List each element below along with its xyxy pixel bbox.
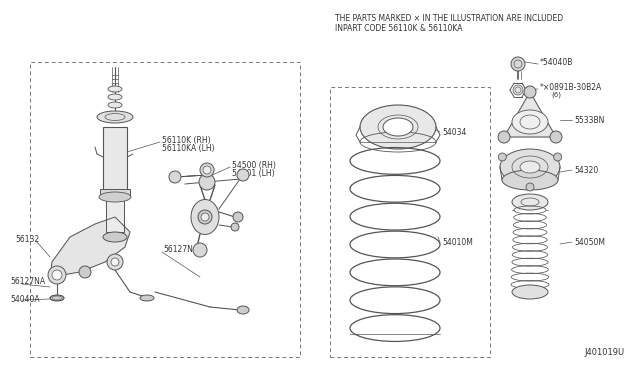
Ellipse shape	[108, 102, 122, 108]
Ellipse shape	[500, 149, 560, 185]
Ellipse shape	[99, 192, 131, 202]
Circle shape	[111, 258, 119, 266]
Circle shape	[199, 174, 215, 190]
Circle shape	[554, 153, 562, 161]
Ellipse shape	[97, 111, 133, 123]
Circle shape	[237, 169, 249, 181]
Text: INPART CODE 56110K & 56110KA: INPART CODE 56110K & 56110KA	[335, 23, 463, 32]
Ellipse shape	[108, 86, 122, 92]
Circle shape	[498, 131, 510, 143]
Circle shape	[499, 153, 506, 161]
Polygon shape	[504, 92, 556, 137]
Text: 54500 (RH): 54500 (RH)	[232, 160, 276, 170]
Circle shape	[48, 266, 66, 284]
Ellipse shape	[237, 306, 249, 314]
Text: THE PARTS MARKED × IN THE ILLUSTRATION ARE INCLUDED: THE PARTS MARKED × IN THE ILLUSTRATION A…	[335, 13, 563, 22]
Circle shape	[233, 212, 243, 222]
Text: 56127N: 56127N	[163, 246, 193, 254]
Bar	[100, 189, 130, 197]
Bar	[30, 62, 300, 357]
Circle shape	[107, 254, 123, 270]
Ellipse shape	[520, 161, 540, 173]
Ellipse shape	[191, 199, 219, 234]
Text: 54034: 54034	[442, 128, 467, 137]
Circle shape	[550, 131, 562, 143]
Text: 5533BN: 5533BN	[574, 115, 604, 125]
Ellipse shape	[512, 110, 548, 134]
Ellipse shape	[512, 194, 548, 210]
Text: 54320: 54320	[574, 166, 598, 174]
Ellipse shape	[512, 285, 548, 299]
Text: 56110KA (LH): 56110KA (LH)	[162, 144, 214, 153]
Circle shape	[169, 171, 181, 183]
Bar	[103, 127, 127, 192]
Text: 54501 (LH): 54501 (LH)	[232, 169, 275, 177]
Circle shape	[52, 270, 62, 280]
Circle shape	[193, 243, 207, 257]
Polygon shape	[50, 217, 130, 277]
Ellipse shape	[383, 118, 413, 136]
Text: J401019U: J401019U	[585, 348, 625, 357]
Text: 54050M: 54050M	[574, 237, 605, 247]
Circle shape	[201, 213, 209, 221]
Text: *54040B: *54040B	[540, 58, 573, 67]
Text: (6): (6)	[551, 92, 561, 98]
Circle shape	[526, 183, 534, 191]
Bar	[330, 87, 490, 357]
Circle shape	[79, 266, 91, 278]
Bar	[106, 195, 124, 232]
Circle shape	[203, 166, 211, 174]
Text: 56132: 56132	[15, 234, 39, 244]
Circle shape	[511, 57, 525, 71]
Text: 54010M: 54010M	[442, 237, 473, 247]
Ellipse shape	[108, 94, 122, 100]
Text: 54040A: 54040A	[10, 295, 40, 305]
Circle shape	[200, 163, 214, 177]
Circle shape	[513, 85, 523, 95]
Circle shape	[524, 86, 536, 98]
Ellipse shape	[360, 105, 436, 149]
Text: 56127NA: 56127NA	[10, 278, 45, 286]
Text: *×0891B-30B2A: *×0891B-30B2A	[540, 83, 602, 92]
Circle shape	[231, 223, 239, 231]
Ellipse shape	[103, 232, 127, 242]
Ellipse shape	[140, 295, 154, 301]
Circle shape	[198, 210, 212, 224]
Text: 56110K (RH): 56110K (RH)	[162, 135, 211, 144]
Ellipse shape	[502, 170, 558, 190]
Ellipse shape	[50, 295, 64, 301]
